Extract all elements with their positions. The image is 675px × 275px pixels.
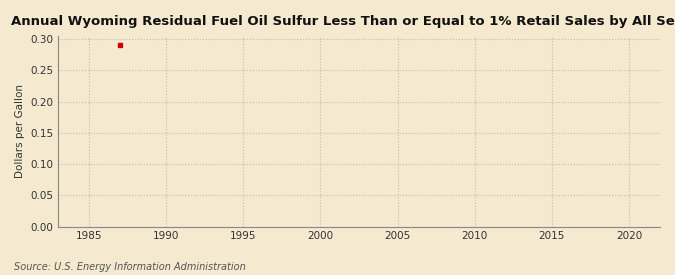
Y-axis label: Dollars per Gallon: Dollars per Gallon <box>15 84 25 178</box>
Text: Source: U.S. Energy Information Administration: Source: U.S. Energy Information Administ… <box>14 262 245 272</box>
Title: Annual Wyoming Residual Fuel Oil Sulfur Less Than or Equal to 1% Retail Sales by: Annual Wyoming Residual Fuel Oil Sulfur … <box>11 15 675 28</box>
